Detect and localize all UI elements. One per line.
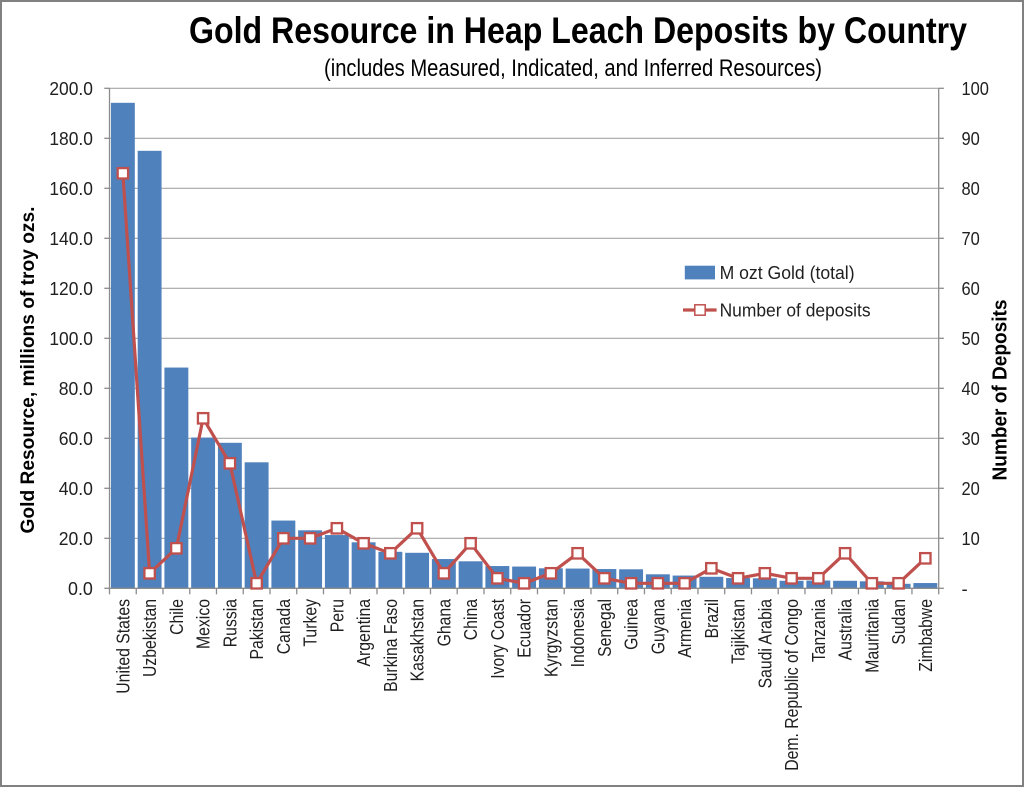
- svg-text:China: China: [460, 598, 481, 640]
- svg-text:Dem. Republic of Congo: Dem. Republic of Congo: [781, 599, 802, 771]
- svg-text:Armenia: Armenia: [674, 598, 695, 657]
- svg-text:Russia: Russia: [219, 598, 240, 647]
- svg-text:0.0: 0.0: [68, 578, 93, 599]
- svg-text:Guinea: Guinea: [621, 598, 642, 650]
- svg-text:100: 100: [962, 78, 989, 99]
- svg-text:70: 70: [962, 228, 980, 249]
- svg-text:Turkey: Turkey: [300, 598, 321, 646]
- svg-text:Argentina: Argentina: [353, 598, 374, 666]
- svg-text:Burkina Faso: Burkina Faso: [380, 599, 401, 692]
- svg-text:Mexico: Mexico: [193, 599, 214, 649]
- svg-text:200.0: 200.0: [49, 78, 93, 99]
- svg-text:10: 10: [962, 528, 980, 549]
- svg-text:Mauritania: Mauritania: [861, 598, 882, 672]
- svg-text:40.0: 40.0: [59, 478, 93, 499]
- svg-text:Number of deposits: Number of deposits: [720, 300, 871, 321]
- svg-text:140.0: 140.0: [49, 228, 93, 249]
- svg-text:United States: United States: [112, 599, 133, 694]
- svg-text:Zimbabwe: Zimbabwe: [915, 599, 936, 672]
- svg-text:90: 90: [962, 128, 980, 149]
- svg-text:Tanzania: Tanzania: [808, 598, 829, 662]
- svg-text:Saudi Arabia: Saudi Arabia: [754, 598, 775, 688]
- svg-text:-: -: [962, 578, 968, 599]
- svg-text:Chile: Chile: [166, 599, 187, 635]
- svg-text:Guyana: Guyana: [647, 598, 668, 654]
- svg-text:Kasakhstan: Kasakhstan: [407, 599, 428, 681]
- svg-text:60.0: 60.0: [59, 428, 93, 449]
- svg-text:Ecuador: Ecuador: [514, 599, 535, 658]
- svg-text:60: 60: [962, 278, 980, 299]
- svg-text:Sudan: Sudan: [888, 599, 909, 645]
- svg-text:M ozt Gold (total): M ozt Gold (total): [720, 262, 855, 283]
- svg-text:Brazil: Brazil: [701, 599, 722, 638]
- svg-text:Canada: Canada: [273, 598, 294, 654]
- svg-text:Kyrgyzstan: Kyrgyzstan: [540, 599, 561, 677]
- svg-text:Uzbekistan: Uzbekistan: [139, 599, 160, 677]
- svg-text:Tajikistan: Tajikistan: [728, 599, 749, 664]
- svg-text:Indonesia: Indonesia: [567, 598, 588, 667]
- svg-text:160.0: 160.0: [49, 178, 93, 199]
- svg-text:50: 50: [962, 328, 980, 349]
- svg-text:180.0: 180.0: [49, 128, 93, 149]
- svg-text:(includes Measured, Indicated,: (includes Measured, Indicated, and Infer…: [324, 55, 822, 82]
- svg-text:Pakistan: Pakistan: [246, 599, 267, 660]
- svg-text:100.0: 100.0: [49, 328, 93, 349]
- svg-text:40: 40: [962, 378, 980, 399]
- svg-text:Senegal: Senegal: [594, 599, 615, 657]
- svg-text:Gold Resource in Heap Leach De: Gold Resource in Heap Leach Deposits by …: [189, 10, 967, 51]
- svg-text:20.0: 20.0: [59, 528, 93, 549]
- svg-text:Ghana: Ghana: [433, 598, 454, 646]
- svg-text:20: 20: [962, 478, 980, 499]
- svg-text:120.0: 120.0: [49, 278, 93, 299]
- svg-text:Gold Resource, millions of tro: Gold Resource, millions of troy ozs.: [18, 207, 39, 534]
- svg-text:Ivory Coast: Ivory Coast: [487, 599, 508, 679]
- svg-text:30: 30: [962, 428, 980, 449]
- svg-text:Number of Deposits: Number of Deposits: [990, 300, 1012, 481]
- svg-text:Australia: Australia: [835, 598, 856, 660]
- svg-text:80: 80: [962, 178, 980, 199]
- svg-text:80.0: 80.0: [59, 378, 93, 399]
- svg-text:Peru: Peru: [326, 599, 347, 632]
